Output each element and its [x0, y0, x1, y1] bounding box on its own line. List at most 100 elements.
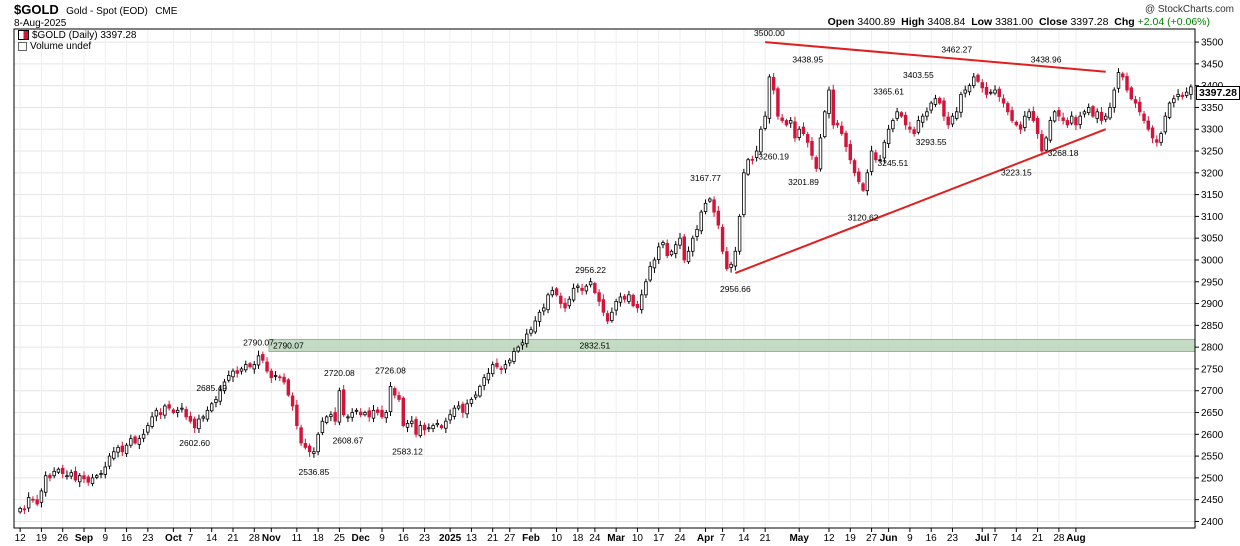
candle-body — [299, 427, 303, 444]
candle-body — [124, 444, 129, 454]
candle-body — [852, 160, 857, 174]
candle-body — [478, 385, 482, 397]
candle-body — [1001, 98, 1006, 104]
candle-body — [639, 294, 644, 311]
y-tick-label: 3100 — [1201, 212, 1224, 223]
candle-body — [869, 150, 874, 172]
trendline — [765, 41, 1106, 73]
candle-body — [120, 445, 125, 453]
candle-body — [925, 111, 929, 117]
candle-body — [48, 474, 52, 479]
y-tick-label: 3050 — [1201, 234, 1224, 245]
x-tick-label: 18 — [313, 533, 325, 544]
candle-body — [358, 411, 363, 416]
candle-body — [26, 497, 31, 509]
candle-body — [363, 412, 367, 416]
candle-body — [771, 76, 776, 91]
candle-body — [180, 407, 184, 410]
x-tick-label: 16 — [926, 533, 938, 544]
y-tick-label: 2950 — [1201, 277, 1224, 288]
candle-body — [823, 111, 827, 138]
candle-body — [248, 363, 252, 368]
candle-body — [218, 390, 222, 402]
candle-body — [1172, 98, 1176, 104]
candle-body — [1091, 106, 1095, 117]
candle-body — [1116, 72, 1121, 89]
candle-body — [737, 215, 742, 252]
candle-body — [656, 246, 661, 260]
candle-body — [371, 409, 376, 419]
candle-body — [388, 385, 393, 413]
candle-body — [1010, 110, 1014, 121]
y-axis: 2400 2450 2500 2550 2600 2650 2700 2750 2800 2850… — [1195, 38, 1224, 528]
x-tick-label: 27 — [504, 533, 516, 544]
candle-body — [137, 438, 142, 445]
candle-body — [1018, 124, 1023, 130]
x-tick-label: Nov — [262, 533, 281, 544]
x-tick-label: 16 — [398, 533, 410, 544]
candle-body — [456, 405, 461, 409]
candle-body — [627, 294, 631, 302]
candle-body — [22, 508, 27, 511]
y-tick-label: 3450 — [1201, 59, 1224, 70]
x-tick-label: 19 — [845, 533, 857, 544]
y-tick-label: 2850 — [1201, 321, 1224, 332]
volume-legend-icon — [18, 41, 27, 51]
watermark: @ StockCharts.com — [1144, 4, 1234, 15]
price-annotation: 2726.08 — [375, 365, 406, 375]
candle-body — [788, 120, 793, 124]
price-annotation: 2583.12 — [392, 447, 423, 457]
x-tick-label: 14 — [738, 533, 750, 544]
candle-body — [175, 409, 180, 413]
candle-body — [1184, 91, 1189, 97]
candle-body — [661, 242, 665, 246]
price-annotation: 3403.55 — [903, 70, 934, 80]
candle-body — [584, 285, 589, 292]
x-tick-label: 28 — [249, 533, 261, 544]
candle-body — [959, 93, 963, 113]
x-tick-label: 21 — [760, 533, 772, 544]
x-tick-label: 26 — [57, 533, 69, 544]
candle-body — [405, 423, 410, 428]
candle-body — [750, 158, 755, 161]
candle-body — [529, 329, 533, 334]
candle-body — [763, 115, 767, 129]
candle-body — [1159, 133, 1163, 143]
candle-body — [899, 112, 904, 117]
candle-body — [818, 137, 823, 170]
candle-body — [1146, 120, 1151, 130]
candle-body — [793, 121, 797, 139]
price-annotation: 3223.15 — [1001, 168, 1032, 178]
candle-body — [1167, 102, 1172, 118]
candle-body — [1176, 93, 1180, 97]
candle-body — [1052, 111, 1057, 122]
support-zone: 2790.07 2832.51 — [268, 338, 1196, 352]
candle-body — [980, 82, 984, 89]
chart-date: 8-Aug-2025 — [14, 18, 67, 29]
candle-body — [776, 88, 780, 117]
candle-body — [797, 128, 801, 138]
price-annotation: 2720.08 — [324, 368, 355, 378]
y-tick-label: 3200 — [1201, 168, 1224, 179]
candle-body — [256, 355, 261, 366]
x-tick-label: 10 — [551, 533, 563, 544]
candle-body — [746, 159, 750, 175]
candle-body — [205, 409, 210, 420]
price-annotation: 3201.89 — [788, 177, 819, 187]
candle-body — [635, 304, 640, 309]
x-tick-label: 9 — [907, 533, 913, 544]
candle-body — [865, 172, 870, 192]
candle-body — [333, 412, 337, 422]
x-tick-label: Jul — [975, 533, 990, 544]
trendline — [734, 128, 1107, 274]
x-tick-label: 24 — [674, 533, 686, 544]
candle-body — [154, 409, 159, 417]
candle-body — [261, 354, 265, 361]
candle-body — [1189, 86, 1193, 95]
candle-body — [384, 412, 388, 419]
candle-body — [227, 375, 231, 381]
candle-body — [580, 287, 584, 291]
candle-body — [703, 202, 708, 213]
candle-body — [827, 89, 831, 114]
candle-body — [1078, 115, 1082, 125]
